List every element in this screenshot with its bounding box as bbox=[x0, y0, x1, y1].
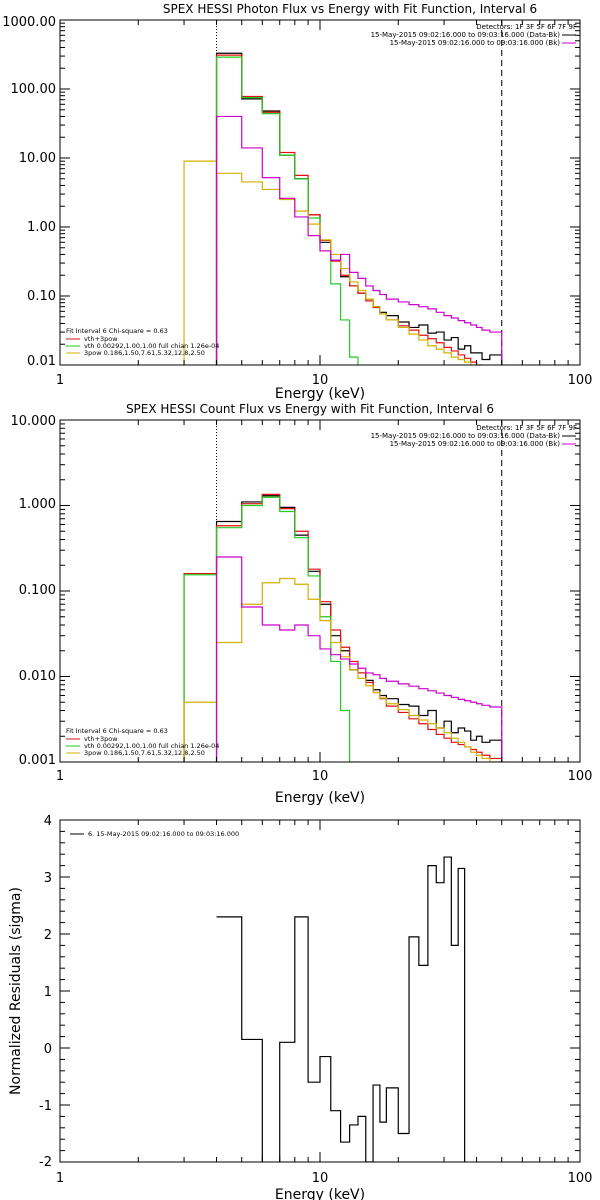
residual-y-axis-label: Normalized Residuals (sigma) bbox=[8, 887, 24, 1095]
residual-xtick-label: 100 bbox=[568, 1171, 593, 1186]
residuals-panel: 1 10 100 Energy (keV) Normalized Residua… bbox=[8, 814, 592, 1200]
count-flux-panel: SPEX HESSI Count Flux vs Energy with Fit… bbox=[11, 402, 593, 806]
photon-ytick-label: 1.00 bbox=[27, 220, 56, 235]
residual-ytick-label: 3 bbox=[44, 871, 52, 886]
series-3pow-line bbox=[183, 160, 478, 365]
series-3pow-line bbox=[183, 577, 503, 762]
series-vth+3pow-line bbox=[183, 493, 503, 762]
photon-x-axis-label: Energy (keV) bbox=[275, 386, 365, 402]
photon-legend-bk: 15-May-2015 09:02:16.000 to 09:03:16.000… bbox=[390, 39, 561, 47]
series-data-line bbox=[215, 52, 503, 365]
count-chart-title: SPEX HESSI Count Flux vs Energy with Fit… bbox=[126, 402, 494, 416]
photon-fit-label: Fit Interval 6 Chi-square = 0.63 bbox=[66, 327, 168, 335]
count-ytick-label: 1.000 bbox=[19, 497, 56, 512]
residual-ytick-label: 4 bbox=[44, 814, 52, 829]
residual-plot-area bbox=[216, 856, 466, 1162]
count-ytick-label: 10.000 bbox=[11, 414, 57, 429]
series-data-line bbox=[215, 495, 503, 762]
count-ytick-label: 0.100 bbox=[19, 583, 56, 598]
count-xtick-label: 1 bbox=[56, 769, 64, 784]
photon-ytick-label: 0.01 bbox=[27, 354, 56, 369]
photon-xtick-label: 1 bbox=[56, 373, 64, 388]
residual-ytick-label: 2 bbox=[44, 928, 52, 943]
residual-ytick-label: -2 bbox=[39, 1155, 52, 1170]
photon-ytick-label: 1000.00 bbox=[2, 15, 56, 30]
photon-legend-data-bk: 15-May-2015 09:02:16.000 to 09:03:16.000… bbox=[371, 31, 561, 39]
plot-clip-group bbox=[216, 856, 466, 1162]
count-ytick-label: 0.001 bbox=[19, 753, 56, 768]
count-legend-label: 3pow 0.186,1.50,7.61,5.32,12.8,2.50 bbox=[84, 749, 205, 757]
series-6-line bbox=[216, 856, 466, 1162]
photon-y-ticks bbox=[60, 19, 580, 366]
residual-ytick-label: 0 bbox=[44, 1042, 52, 1057]
photon-x-ticks bbox=[59, 20, 581, 365]
count-y-ticks bbox=[60, 419, 580, 763]
count-legend-bk: 15-May-2015 09:02:16.000 to 09:03:16.000… bbox=[390, 440, 561, 448]
count-ytick-label: 0.010 bbox=[19, 669, 56, 684]
photon-legend-label: 3pow 0.186,1.50,7.61,5.32,12.8,2.50 bbox=[84, 349, 205, 357]
residual-axes-frame bbox=[59, 819, 581, 1163]
residual-ytick-label: 1 bbox=[44, 985, 52, 1000]
series-vth-line bbox=[183, 496, 359, 762]
photon-plot-area bbox=[183, 20, 503, 365]
photon-flux-panel: SPEX HESSI Photon Flux vs Energy with Fi… bbox=[2, 2, 592, 402]
count-legend-label: vth 0.00292,1.00,1.00 full chian 1.26e-0… bbox=[84, 742, 219, 750]
photon-xtick-label: 100 bbox=[568, 373, 593, 388]
plot-clip-group bbox=[183, 20, 503, 365]
count-fit-label: Fit Interval 6 Chi-square = 0.63 bbox=[66, 727, 168, 735]
residual-ytick-label: -1 bbox=[39, 1099, 52, 1114]
count-x-axis-label: Energy (keV) bbox=[275, 790, 365, 806]
residual-xtick-label: 10 bbox=[312, 1171, 329, 1186]
count-xtick-label: 10 bbox=[312, 769, 329, 784]
photon-detectors-label: Detectors: 1F 3F 5F 6F 7F 9F bbox=[476, 23, 577, 31]
photon-legend-label: vth+3pow bbox=[84, 335, 118, 343]
residual-y-ticks bbox=[60, 819, 580, 1163]
count-detectors-label: Detectors: 1F 3F 5F 6F 7F 9F bbox=[476, 424, 577, 432]
photon-ytick-label: 0.10 bbox=[27, 289, 56, 304]
count-xtick-label: 100 bbox=[568, 769, 593, 784]
residual-x-axis-label: Energy (keV) bbox=[275, 1187, 365, 1200]
residual-legend-label: 6. 15-May-2015 09:02:16.000 to 09:03:16.… bbox=[88, 830, 239, 838]
photon-ytick-label: 100.00 bbox=[11, 82, 57, 97]
photon-ytick-label: 10.00 bbox=[19, 151, 56, 166]
series-vth-line bbox=[215, 56, 359, 365]
count-legend-data-bk: 15-May-2015 09:02:16.000 to 09:03:16.000… bbox=[371, 432, 561, 440]
count-legend-label: vth+3pow bbox=[84, 735, 118, 743]
residual-x-ticks bbox=[59, 820, 581, 1162]
photon-chart-title: SPEX HESSI Photon Flux vs Energy with Fi… bbox=[163, 2, 537, 16]
count-plot-area bbox=[183, 420, 503, 762]
series-bk-line bbox=[215, 556, 503, 762]
photon-xtick-label: 10 bbox=[312, 373, 329, 388]
residual-xtick-label: 1 bbox=[56, 1171, 64, 1186]
plot-clip-group bbox=[183, 420, 503, 762]
series-bk-line bbox=[215, 115, 503, 365]
photon-legend-label: vth 0.00292,1.00,1.00 full chian 1.26e-0… bbox=[84, 342, 219, 350]
